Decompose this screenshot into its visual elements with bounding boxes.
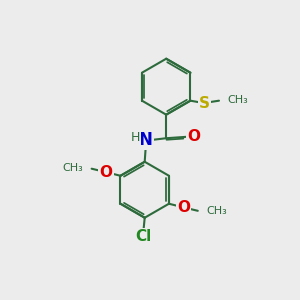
Text: CH₃: CH₃ <box>63 163 83 173</box>
Text: H: H <box>130 130 140 143</box>
Text: N: N <box>139 131 152 149</box>
Text: CH₃: CH₃ <box>206 206 227 216</box>
Text: O: O <box>187 129 200 144</box>
Text: S: S <box>199 95 210 110</box>
Text: Cl: Cl <box>135 229 152 244</box>
Text: O: O <box>177 200 190 215</box>
Text: O: O <box>100 165 112 180</box>
Text: CH₃: CH₃ <box>227 95 248 105</box>
